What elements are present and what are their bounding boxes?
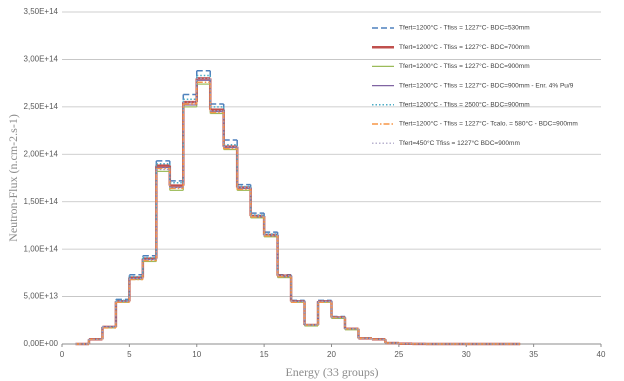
legend-label: Tfert=450°C Tfiss = 1227°C BDC=900mm xyxy=(399,139,520,147)
x-tick-label: 20 xyxy=(327,350,336,359)
x-tick-label: 40 xyxy=(597,350,606,359)
legend-label: Tfert=1200°C - Tfiss = 1227°C- Tcalo. = … xyxy=(399,120,578,128)
legend-label: Tfert=1200°C - Tfiss = 1227°C- BDC=700mm xyxy=(399,43,530,51)
legend-label: Tfert=1200°C - Tfiss = 2500°C- BDC=900mm xyxy=(399,101,530,109)
y-tick-label: 2,50E+14 xyxy=(24,102,59,111)
x-tick-label: 0 xyxy=(60,350,65,359)
x-tick-label: 30 xyxy=(462,350,471,359)
legend-label: Tfert=1200°C - Tfiss = 1227°C- BDC=900mm… xyxy=(399,81,574,89)
y-tick-label: 0,00E+00 xyxy=(24,339,59,348)
y-tick-label: 3,00E+14 xyxy=(24,55,59,64)
y-tick-label: 2,00E+14 xyxy=(24,149,59,158)
y-tick-label: 3,50E+14 xyxy=(24,7,59,16)
x-axis-title: Energy (33 groups) xyxy=(285,365,378,379)
y-tick-label: 1,00E+14 xyxy=(24,244,59,253)
x-tick-label: 25 xyxy=(394,350,403,359)
x-tick-label: 35 xyxy=(529,350,538,359)
x-tick-label: 5 xyxy=(127,350,132,359)
legend-label: Tfert=1200°C - Tfiss = 1227°C- BDC=900mm xyxy=(399,62,530,70)
legend-label: Tfert=1200°C - Tfiss = 1227°C- BDC=530mm xyxy=(399,24,530,32)
y-tick-label: 1,50E+14 xyxy=(24,197,59,206)
y-tick-label: 5,00E+13 xyxy=(24,292,59,301)
x-tick-label: 15 xyxy=(260,350,269,359)
x-tick-label: 10 xyxy=(192,350,201,359)
y-axis-title: Neutron-Flux (n.cm-2.s-1) xyxy=(6,114,20,242)
